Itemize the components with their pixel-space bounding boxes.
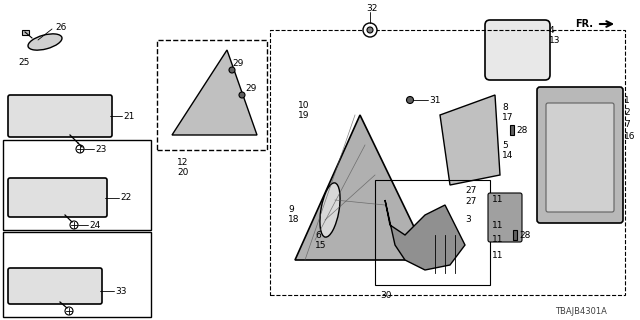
Polygon shape — [295, 115, 430, 260]
FancyBboxPatch shape — [488, 193, 522, 242]
Circle shape — [70, 221, 78, 229]
Polygon shape — [172, 50, 257, 135]
Text: 19: 19 — [298, 110, 310, 119]
Text: 21: 21 — [123, 111, 134, 121]
Text: 29: 29 — [232, 59, 243, 68]
FancyBboxPatch shape — [546, 103, 614, 212]
Text: 12: 12 — [177, 157, 188, 166]
FancyBboxPatch shape — [485, 20, 550, 80]
Text: 29: 29 — [245, 84, 257, 92]
Text: 8: 8 — [502, 102, 508, 111]
Text: 11: 11 — [492, 251, 504, 260]
Text: 10: 10 — [298, 100, 310, 109]
Text: 22: 22 — [120, 194, 131, 203]
Ellipse shape — [320, 183, 340, 237]
Text: 11: 11 — [492, 220, 504, 229]
Text: 20: 20 — [177, 167, 188, 177]
Polygon shape — [385, 200, 465, 270]
Bar — [3, 140, 151, 230]
Text: 1: 1 — [624, 95, 630, 105]
Text: 13: 13 — [549, 36, 561, 44]
Text: FR.: FR. — [575, 19, 593, 29]
Text: 32: 32 — [366, 4, 378, 12]
Text: 31: 31 — [429, 95, 440, 105]
Text: 11: 11 — [492, 196, 504, 204]
Text: 5: 5 — [502, 140, 508, 149]
Bar — [270, 30, 625, 295]
Text: 30: 30 — [380, 291, 392, 300]
Circle shape — [239, 92, 245, 98]
Text: 27: 27 — [465, 197, 476, 206]
Text: 17: 17 — [502, 113, 513, 122]
Circle shape — [76, 145, 84, 153]
Text: 27: 27 — [465, 186, 476, 195]
Text: 6: 6 — [315, 230, 321, 239]
Polygon shape — [440, 95, 500, 185]
FancyBboxPatch shape — [8, 268, 102, 304]
Text: 18: 18 — [288, 215, 300, 225]
Text: 9: 9 — [288, 205, 294, 214]
Bar — [157, 40, 267, 150]
Text: 14: 14 — [502, 150, 513, 159]
FancyBboxPatch shape — [8, 178, 107, 217]
Bar — [510, 125, 514, 135]
Circle shape — [367, 27, 373, 33]
Text: 23: 23 — [95, 145, 106, 154]
Text: 25: 25 — [18, 58, 29, 67]
Text: 16: 16 — [624, 132, 636, 140]
Text: 28: 28 — [519, 230, 531, 239]
Circle shape — [406, 97, 413, 103]
Ellipse shape — [28, 34, 62, 50]
Circle shape — [363, 23, 377, 37]
Circle shape — [65, 307, 73, 315]
Text: TBAJB4301A: TBAJB4301A — [555, 308, 607, 316]
Text: 15: 15 — [315, 241, 326, 250]
Bar — [22, 30, 29, 35]
Bar — [513, 230, 517, 240]
Text: 7: 7 — [624, 119, 630, 129]
Bar — [3, 232, 151, 317]
Circle shape — [229, 67, 235, 73]
FancyBboxPatch shape — [537, 87, 623, 223]
Text: 24: 24 — [89, 220, 100, 229]
Text: 28: 28 — [516, 125, 527, 134]
Text: 2: 2 — [624, 108, 630, 116]
Bar — [375, 180, 490, 285]
FancyBboxPatch shape — [8, 95, 112, 137]
Text: 3: 3 — [465, 215, 471, 225]
Text: 33: 33 — [115, 286, 127, 295]
Text: 4: 4 — [549, 26, 555, 35]
Text: 11: 11 — [492, 236, 504, 244]
Text: 26: 26 — [55, 22, 67, 31]
